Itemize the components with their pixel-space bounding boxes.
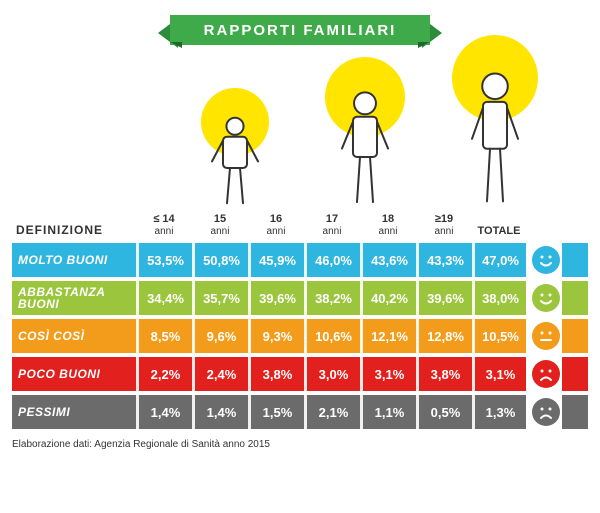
data-cell: 2,2% <box>136 357 192 391</box>
data-cell: 45,9% <box>248 243 304 277</box>
data-cell: 1,4% <box>136 395 192 429</box>
header-age-0: ≤ 14anni <box>136 213 192 237</box>
person-icon <box>200 112 270 207</box>
mood-face <box>526 319 562 353</box>
row-label: POCO BUONI <box>12 357 136 391</box>
data-cell: 3,8% <box>416 357 472 391</box>
data-cell: 35,7% <box>192 281 248 315</box>
data-cell: 34,4% <box>136 281 192 315</box>
header-definition: DEFINIZIONE <box>12 223 136 237</box>
mood-face <box>526 243 562 277</box>
data-cell: 8,5% <box>136 319 192 353</box>
face-icon <box>532 246 560 274</box>
face-icon <box>532 322 560 350</box>
table-row: POCO BUONI2,2%2,4%3,8%3,0%3,1%3,8%3,1% <box>12 357 588 391</box>
data-cell: 2,4% <box>192 357 248 391</box>
mood-face <box>526 395 562 429</box>
header-total: TOTALE <box>472 225 526 237</box>
age-figures-row <box>0 54 600 209</box>
mood-face <box>526 281 562 315</box>
person-icon <box>460 65 530 207</box>
header-age-1: 15anni <box>192 213 248 237</box>
data-cell: 3,8% <box>248 357 304 391</box>
data-cell: 1,5% <box>248 395 304 429</box>
source-text: Elaborazione dati: Agenzia Regionale di … <box>0 433 600 450</box>
data-cell: 2,1% <box>304 395 360 429</box>
total-cell: 10,5% <box>472 319 526 353</box>
banner-fold-right <box>418 42 430 48</box>
data-table: DEFINIZIONE ≤ 14anni 15anni 16anni 17ann… <box>0 209 600 429</box>
table-row: ABBASTANZA BUONI34,4%35,7%39,6%38,2%40,2… <box>12 281 588 315</box>
data-cell: 39,6% <box>248 281 304 315</box>
data-cell: 50,8% <box>192 243 248 277</box>
row-label: PESSIMI <box>12 395 136 429</box>
header-row: DEFINIZIONE ≤ 14anni 15anni 16anni 17ann… <box>12 213 588 239</box>
header-age-2: 16anni <box>248 213 304 237</box>
total-cell: 3,1% <box>472 357 526 391</box>
header-age-4: 18anni <box>360 213 416 237</box>
data-cell: 43,3% <box>416 243 472 277</box>
data-cell: 12,8% <box>416 319 472 353</box>
mood-face <box>526 357 562 391</box>
data-cell: 43,6% <box>360 243 416 277</box>
age-figure-2 <box>440 58 550 207</box>
face-icon <box>532 398 560 426</box>
data-cell: 53,5% <box>136 243 192 277</box>
data-cell: 38,2% <box>304 281 360 315</box>
banner-title: RAPPORTI FAMILIARI <box>170 15 430 45</box>
total-cell: 47,0% <box>472 243 526 277</box>
row-label: COSÌ COSÌ <box>12 319 136 353</box>
data-cell: 1,1% <box>360 395 416 429</box>
header-age-3: 17anni <box>304 213 360 237</box>
data-cell: 3,0% <box>304 357 360 391</box>
data-cell: 0,5% <box>416 395 472 429</box>
data-cell: 1,4% <box>192 395 248 429</box>
title-banner: RAPPORTI FAMILIARI <box>140 12 460 48</box>
data-cell: 3,1% <box>360 357 416 391</box>
age-figure-1 <box>310 58 420 207</box>
data-cell: 46,0% <box>304 243 360 277</box>
data-cell: 9,6% <box>192 319 248 353</box>
row-label: ABBASTANZA BUONI <box>12 281 136 315</box>
table-row: MOLTO BUONI53,5%50,8%45,9%46,0%43,6%43,3… <box>12 243 588 277</box>
header-age-5: ≥19anni <box>416 213 472 237</box>
table-row: PESSIMI1,4%1,4%1,5%2,1%1,1%0,5%1,3% <box>12 395 588 429</box>
person-icon <box>330 85 400 207</box>
data-cell: 9,3% <box>248 319 304 353</box>
data-cell: 40,2% <box>360 281 416 315</box>
total-cell: 38,0% <box>472 281 526 315</box>
face-icon <box>532 360 560 388</box>
row-label: MOLTO BUONI <box>12 243 136 277</box>
banner-fold-left <box>170 42 182 48</box>
table-row: COSÌ COSÌ8,5%9,6%9,3%10,6%12,1%12,8%10,5… <box>12 319 588 353</box>
data-cell: 39,6% <box>416 281 472 315</box>
total-cell: 1,3% <box>472 395 526 429</box>
data-cell: 10,6% <box>304 319 360 353</box>
data-cell: 12,1% <box>360 319 416 353</box>
age-figure-0 <box>180 58 290 207</box>
face-icon <box>532 284 560 312</box>
